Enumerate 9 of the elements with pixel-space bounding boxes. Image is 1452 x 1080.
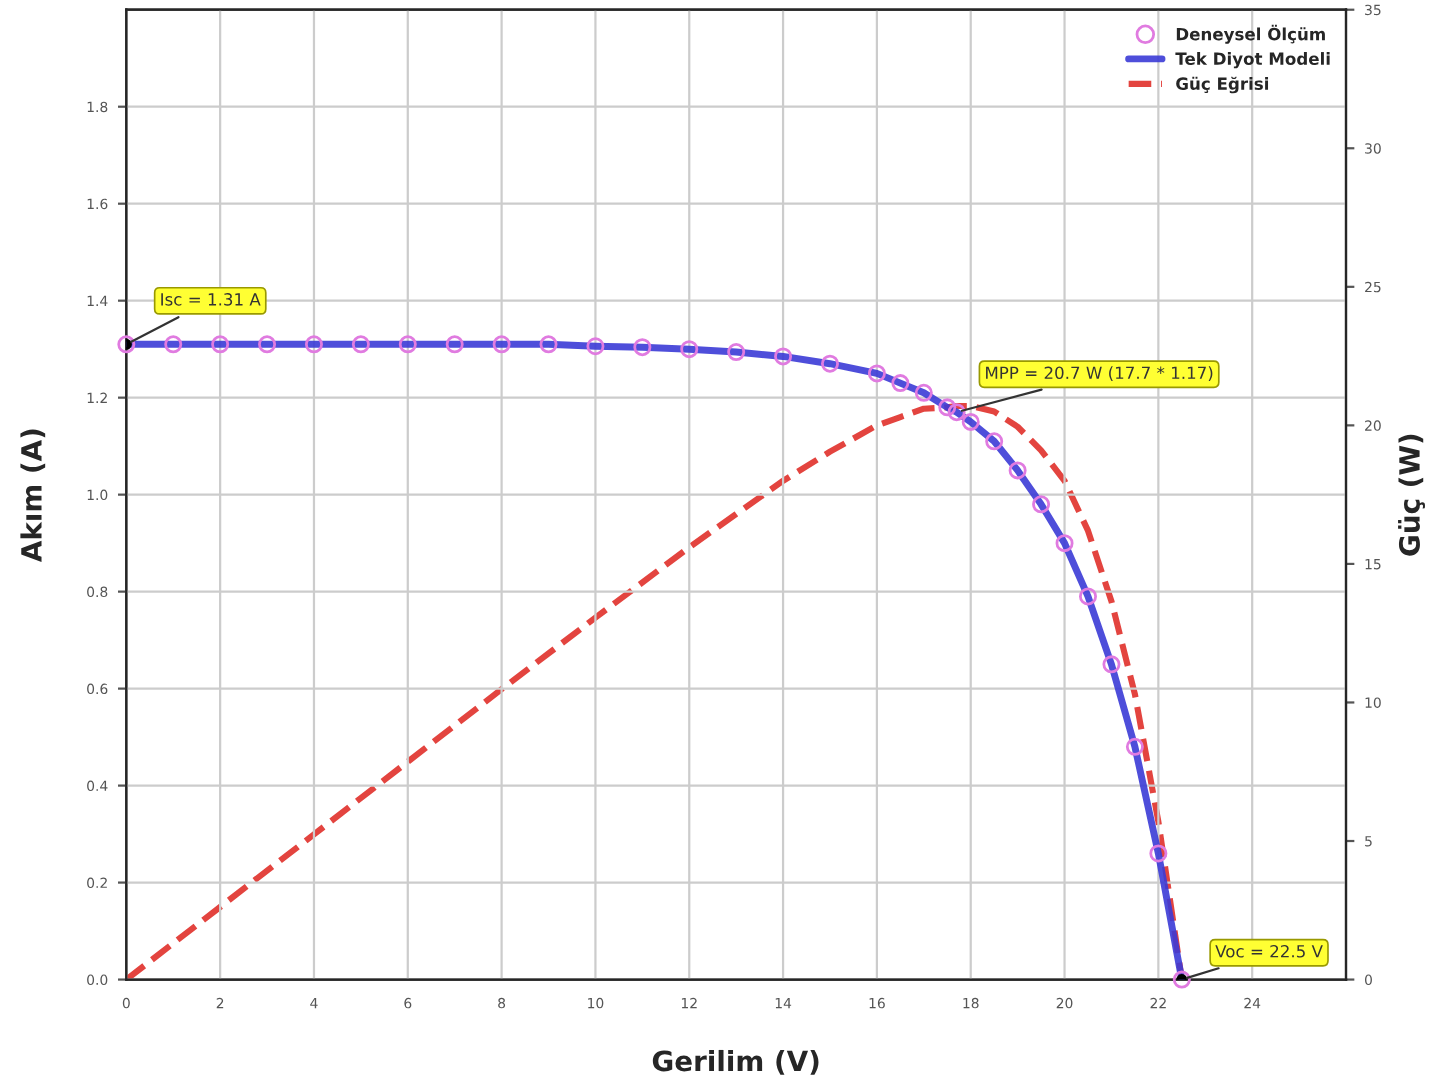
legend-label: Güç Eğrisi [1176, 76, 1269, 94]
annotation: Voc = 22.5 V [1215, 944, 1323, 958]
annotation: Isc = 1.31 A [161, 293, 261, 306]
annotation: MPP = 20.7 W (17.7 * 1.17) [986, 366, 1213, 382]
y-axis-title: Akım (A) [20, 429, 46, 562]
legend-label: Tek Diyot Modeli [1175, 52, 1330, 69]
x-axis-title: Gerilim (V) [652, 1049, 819, 1075]
y2-axis-title: Güç (W) [1398, 434, 1425, 556]
legend-label: Deneysel Ölçüm [1176, 24, 1325, 44]
